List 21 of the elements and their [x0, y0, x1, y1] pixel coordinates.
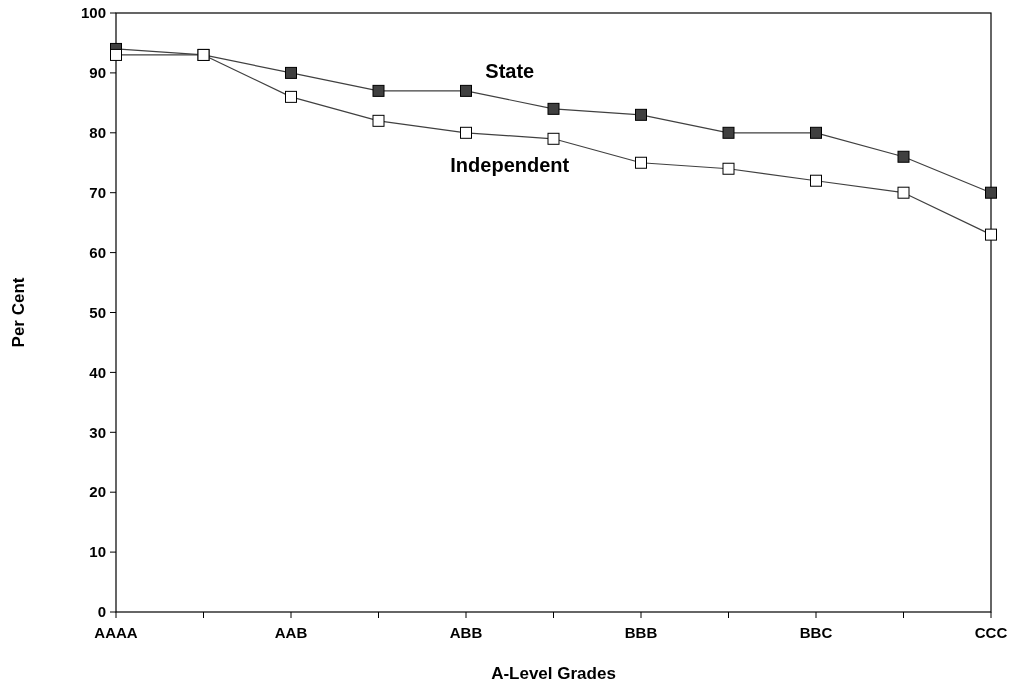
y-tick-label: 90: [89, 64, 106, 82]
y-tick-label: 50: [89, 303, 106, 321]
x-tick-label: BBB: [624, 624, 658, 641]
series-label: State: [485, 59, 535, 82]
y-tick-label: 30: [89, 423, 106, 441]
x-axis-title: A-Level Grades: [491, 664, 616, 683]
y-tick-label: 20: [89, 483, 106, 501]
series-label: Independent: [450, 153, 570, 176]
x-tick-label: ABB: [449, 624, 483, 641]
y-tick-label: 100: [80, 4, 106, 22]
x-tick-label: AAB: [274, 624, 308, 641]
y-tick-label: 80: [89, 124, 106, 142]
y-tick-label: 70: [89, 183, 106, 201]
x-tick-label: BBC: [799, 624, 833, 641]
y-tick-label: 10: [89, 543, 106, 561]
y-axis-title: Per Cent: [9, 277, 28, 348]
y-tick-label: 40: [89, 363, 106, 381]
x-tick-label: CCC: [974, 624, 1008, 641]
y-tick-label: 60: [89, 243, 106, 261]
x-tick-label: AAAA: [94, 624, 138, 641]
y-tick-label: 0: [97, 603, 106, 621]
